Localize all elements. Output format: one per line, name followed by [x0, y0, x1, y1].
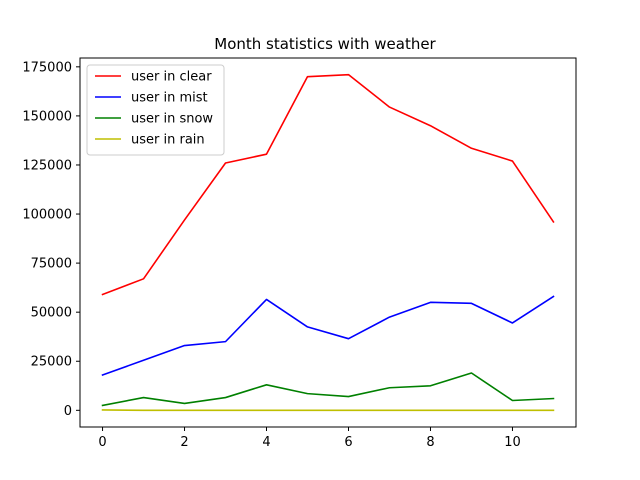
series-layer: [101, 73, 555, 412]
x-tick-label: 4: [262, 435, 270, 450]
legend-label-3: user in rain: [131, 133, 205, 148]
axes-layer: 0 2 4 6 8 10 0 25000 50000 75000 100000 125000 15000…: [22, 57, 577, 450]
legend-label-2: user in snow: [131, 112, 213, 127]
y-tick-label: 0: [64, 404, 72, 419]
y-tick-label: 50000: [31, 306, 72, 321]
x-tick-label: 0: [98, 435, 106, 450]
x-tick-label: 10: [504, 435, 521, 450]
x-tick-label: 8: [426, 435, 434, 450]
legend-label-1: user in mist: [131, 91, 208, 106]
x-tick-label: 6: [344, 435, 352, 450]
series-line-2: [101, 372, 555, 407]
series-line-1: [101, 295, 555, 377]
axes-frame: [79, 57, 577, 428]
series-line-0: [101, 73, 555, 296]
y-tick-label: 175000: [22, 60, 72, 75]
y-tick-label: 100000: [22, 208, 72, 223]
x-tick-label: 2: [180, 435, 188, 450]
legend: user in clear user in mist user in snow use…: [86, 64, 225, 156]
legend-label-0: user in clear: [131, 70, 212, 85]
y-tick-label: 150000: [22, 109, 72, 124]
legend-box: [86, 64, 225, 156]
y-tick-label: 125000: [22, 158, 72, 173]
chart-title: Month statistics with weather: [214, 35, 436, 53]
y-tick-label: 25000: [31, 355, 72, 370]
y-tick-label: 75000: [31, 257, 72, 272]
